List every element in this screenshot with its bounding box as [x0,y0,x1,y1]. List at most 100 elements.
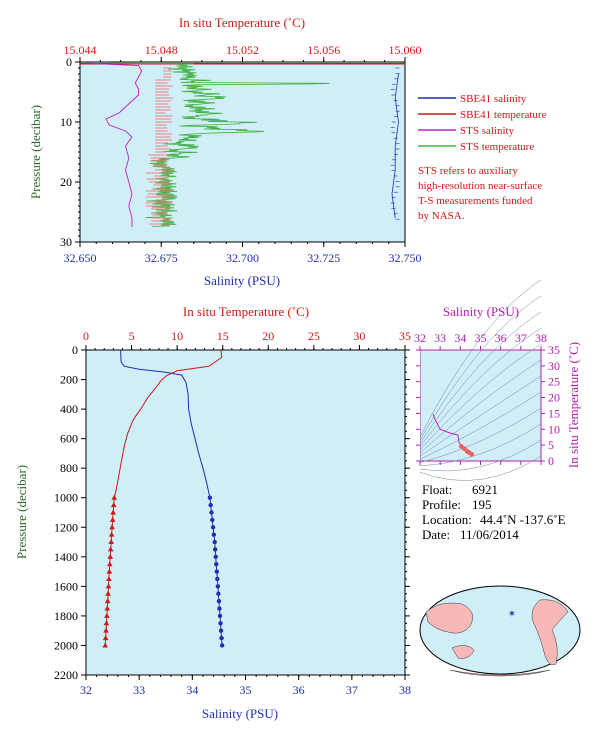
density-contour [419,327,542,447]
salinity-sample-marker [210,525,216,530]
temperature-sample-marker [103,627,109,633]
temperature-sample-marker [106,575,112,581]
ts-salinity-tick-label: 33 [434,331,446,345]
main-temp-tick-label: 15 [217,329,229,343]
salinity-sample-marker [214,562,219,567]
density-contour [419,423,542,467]
profile-value: 195 [472,497,492,512]
salinity-sample-marker [215,584,221,589]
main-pressure-tick-label: 600 [60,432,78,446]
main-salinity-tick-label: 32 [80,683,92,697]
ts-salinity-tick-label: 36 [495,331,507,345]
temperature-sample-marker [111,494,118,500]
legend-label-sts-salinity: STS salinity [460,125,515,137]
density-contour [419,279,542,438]
legend-label-sts-temperature: STS temperature [460,141,534,153]
top-temp-axis-title: In situ Temperature (˚C) [179,15,305,30]
salinity-sample-marker [212,547,218,552]
main-temp-tick-label: 5 [129,329,135,343]
main-series-group [102,349,225,648]
float-label: Float: [422,482,452,497]
density-contour [419,359,542,454]
top-series-group [80,62,405,227]
temperature-sample-marker [108,531,115,537]
salinity-sample-marker [218,628,224,633]
top-pressure-tick-label: 20 [60,175,72,189]
top-legend: SBE41 salinity SBE41 temperature STS sal… [418,93,547,153]
temperature-sample-marker [106,568,113,574]
main-pressure-axis-title: Pressure (decibar) [14,465,29,559]
main-temp-tick-label: 25 [308,329,320,343]
density-contour [419,455,542,481]
top-pressure-axis-title: Pressure (decibar) [28,105,43,199]
top-chart: 32.650 32.675 32.700 32.725 32.750 15.044 15.0… [28,15,547,288]
float-location-marker-icon: ✶ [508,609,516,620]
top-temp-tick-label: 15.048 [145,43,178,57]
ts-series-group [432,413,475,457]
salinity-sample-marker [213,554,218,560]
sbe41-salinity-line [391,73,399,219]
main-pressure-tick-label: 400 [60,402,78,416]
temperature-sample-marker [102,635,109,641]
salinity-sample-marker [219,643,225,648]
ts-salinity-tick-label: 34 [454,331,466,345]
sts-note-line-1: STS refers to auxiliary [418,165,518,177]
location-value: 44.4˚N -137.6˚E [480,512,566,527]
main-pressure-tick-label: 800 [60,461,78,475]
top-temp-tick-label: 15.056 [307,43,340,57]
main-temp-axis-title: In situ Temperature (˚C) [183,304,309,319]
ts-plot-area [419,349,542,462]
salinity-sample-marker [209,510,214,515]
main-temp-tick-label: 0 [83,329,89,343]
legend-label-sbe41-salinity: SBE41 salinity [460,93,527,105]
top-axes: 32.650 32.675 32.700 32.725 32.750 15.044 15.0… [60,43,422,265]
salinity-sample-marker [211,532,217,537]
salinity-sample-marker [217,613,223,619]
temperature-sample-marker [109,516,116,522]
top-salinity-tick-label: 32.725 [307,251,340,265]
ts-temp-tick-label: 35 [548,343,560,357]
ts-salinity-axis-title: Salinity (PSU) [443,304,519,319]
ts-deep-marker [469,451,475,457]
main-temp-tick-label: 35 [399,329,411,343]
temperature-sample-marker [104,598,111,604]
density-contour [419,407,542,463]
top-temp-tick-label: 15.052 [226,43,259,57]
temperature-sample-marker [105,590,111,596]
top-plot-area [79,61,406,243]
salinity-sample-marker [210,517,215,523]
ts-temperature-axis-title: In situ Temperature (˚C) [566,342,581,468]
main-pressure-tick-label: 2000 [54,638,78,652]
sts-temperature-line [110,62,330,227]
salinity-sample-marker [212,539,217,545]
density-contour [419,311,542,444]
ts-temp-tick-label: 5 [548,438,554,452]
top-temp-tick-label: 15.044 [64,43,97,57]
main-salinity-tick-label: 34 [186,683,198,697]
main-salinity-axis-title: Salinity (PSU) [202,706,278,721]
ts-salinity-tick-label: 37 [515,331,527,345]
main-pressure-tick-label: 1200 [54,520,78,534]
main-pressure-tick-label: 1400 [54,550,78,564]
salinity-sample-marker [214,569,219,574]
main-salinity-tick-label: 35 [240,683,252,697]
float-info: Float: 6921 Profile: 195 Location: 44.4˚… [422,482,566,542]
ts-temp-tick-label: 10 [548,422,560,436]
map-land-asia [425,602,473,634]
main-salinity-tick-label: 36 [293,683,305,697]
temperature-sample-marker [107,546,114,552]
temperature-sample-marker [107,553,114,559]
main-pressure-tick-label: 1600 [54,579,78,593]
ts-temp-tick-label: 30 [548,359,560,373]
top-pressure-tick-label: 10 [60,115,72,129]
sts-note-line-4: by NASA. [418,210,465,222]
main-temp-tick-label: 30 [353,329,365,343]
temperature-sample-marker [106,561,113,567]
top-salinity-tick-label: 32.650 [64,251,97,265]
temperature-sample-marker [110,509,116,515]
temperature-sample-marker [104,605,111,611]
temperature-sample-marker [108,539,114,545]
